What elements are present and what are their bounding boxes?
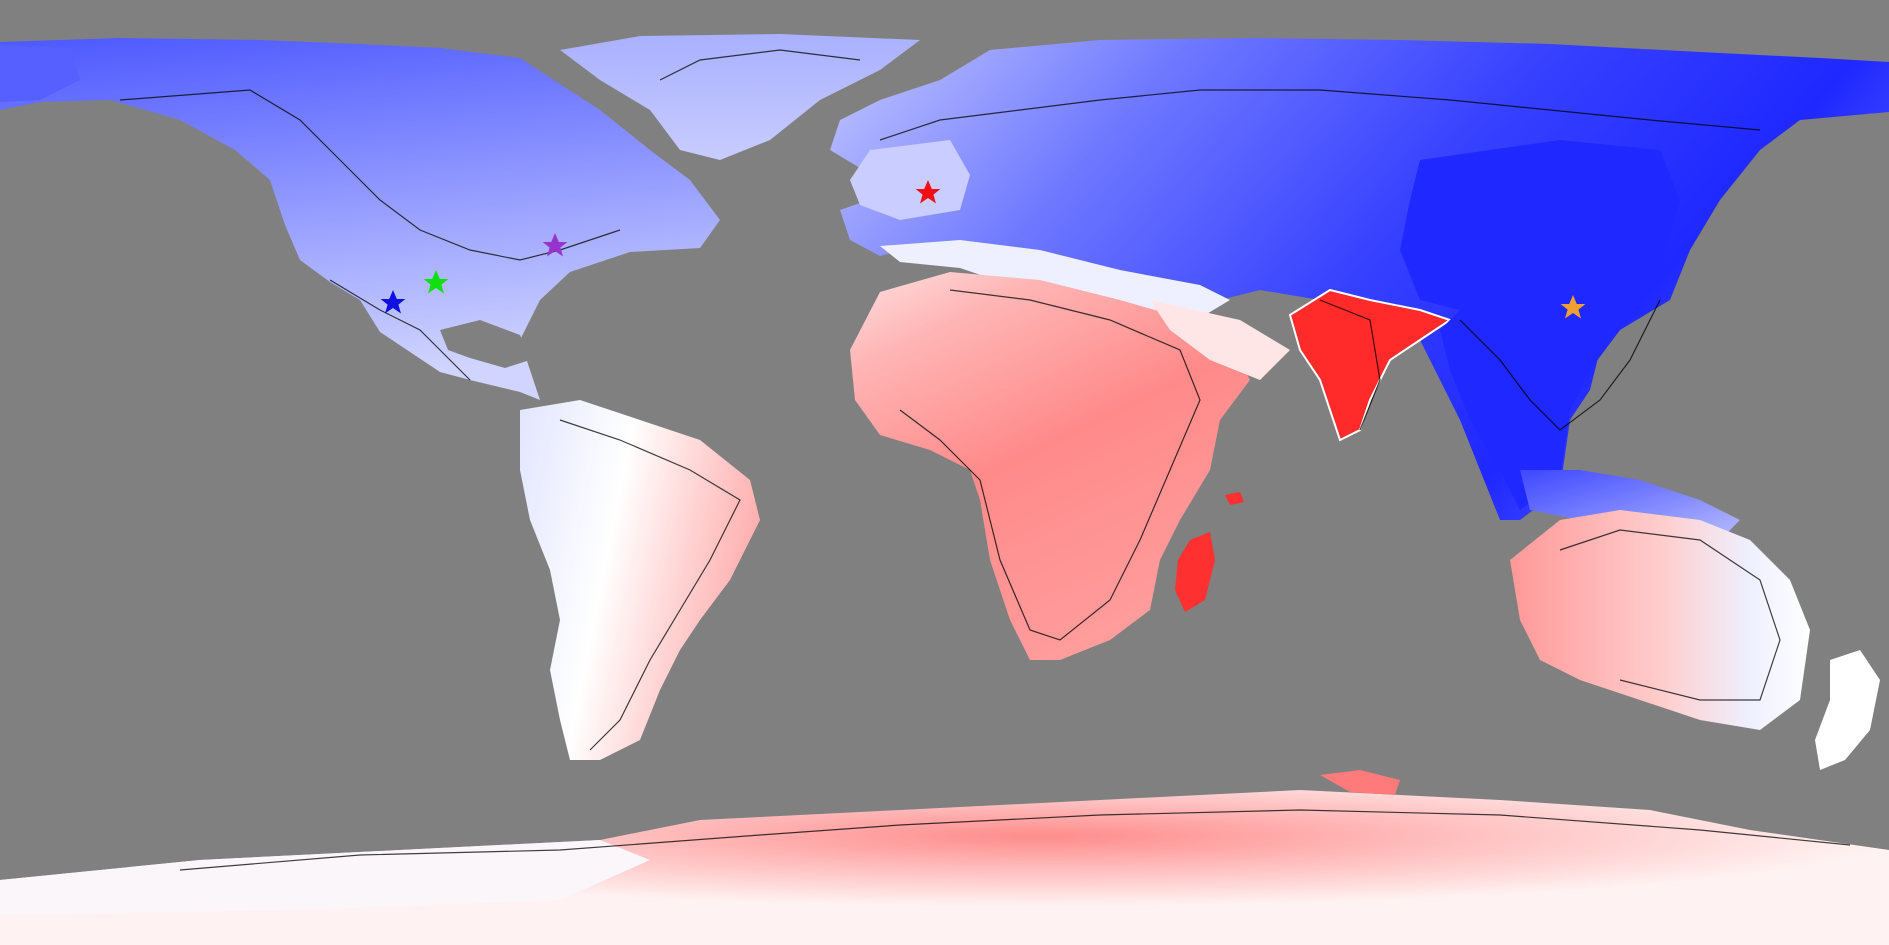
south-america	[520, 400, 760, 760]
antarctic-island	[1320, 770, 1400, 795]
gulf-of-mexico	[440, 320, 530, 368]
antarctica	[0, 790, 1889, 945]
australia	[1510, 510, 1810, 730]
green-star-marker	[423, 270, 449, 294]
madagascar	[1175, 532, 1215, 612]
british-isles	[850, 140, 970, 220]
north-america	[0, 38, 720, 400]
chukotka	[0, 45, 80, 102]
arabian-peninsula	[1150, 300, 1290, 380]
antarctica-west	[0, 840, 650, 915]
purple-star-marker	[542, 233, 568, 257]
africa	[850, 272, 1250, 660]
east-asia	[1400, 140, 1680, 510]
southern-europe	[880, 240, 1230, 320]
markers	[380, 180, 1586, 319]
blue-star-marker	[380, 290, 406, 314]
greenland	[560, 34, 920, 160]
new-zealand	[1815, 650, 1880, 770]
coastlines	[119, 49, 1851, 871]
reunion-island	[1225, 492, 1244, 505]
orange-star-marker	[1560, 295, 1586, 319]
red-star-marker	[915, 180, 941, 204]
